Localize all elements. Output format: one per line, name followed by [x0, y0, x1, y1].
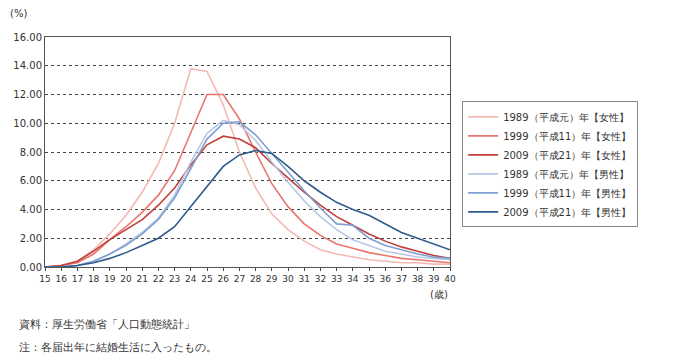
svg-text:40: 40: [444, 274, 456, 284]
svg-text:17: 17: [72, 274, 83, 284]
svg-text:18: 18: [88, 274, 100, 284]
svg-text:30: 30: [282, 274, 294, 284]
svg-text:注：各届出年に結婚生活に入ったもの。: 注：各届出年に結婚生活に入ったもの。: [19, 341, 217, 354]
svg-text:35: 35: [363, 274, 374, 284]
svg-text:37: 37: [396, 274, 407, 284]
svg-text:16.00: 16.00: [13, 32, 42, 43]
svg-text:2009（平成21）年【女性】: 2009（平成21）年【女性】: [503, 150, 631, 161]
svg-text:26: 26: [217, 274, 229, 284]
svg-text:33: 33: [331, 274, 342, 284]
svg-text:1999（平成11）年【女性】: 1999（平成11）年【女性】: [503, 131, 631, 142]
svg-text:19: 19: [104, 274, 116, 284]
svg-text:(歳): (歳): [430, 289, 448, 300]
svg-text:1989（平成元）年【女性】: 1989（平成元）年【女性】: [503, 112, 628, 123]
svg-text:20: 20: [120, 274, 132, 284]
svg-text:1999（平成11）年【男性】: 1999（平成11）年【男性】: [503, 188, 631, 199]
svg-text:22: 22: [153, 274, 164, 284]
svg-text:2009（平成21）年【男性】: 2009（平成21）年【男性】: [503, 207, 631, 218]
svg-text:39: 39: [428, 274, 440, 284]
svg-text:4.00: 4.00: [20, 204, 42, 215]
svg-text:0.00: 0.00: [20, 262, 42, 273]
svg-text:38: 38: [412, 274, 424, 284]
svg-text:8.00: 8.00: [20, 147, 42, 158]
svg-text:36: 36: [379, 274, 391, 284]
svg-text:資料：厚生労働省「人口動態統計」: 資料：厚生労働省「人口動態統計」: [19, 318, 195, 331]
svg-text:15: 15: [39, 274, 50, 284]
svg-text:(%): (%): [10, 8, 27, 19]
svg-text:23: 23: [169, 274, 180, 284]
svg-text:29: 29: [266, 274, 278, 284]
svg-text:1989（平成元）年【男性】: 1989（平成元）年【男性】: [503, 169, 628, 180]
svg-text:25: 25: [201, 274, 212, 284]
svg-text:2.00: 2.00: [20, 233, 42, 244]
svg-text:27: 27: [234, 274, 245, 284]
svg-text:21: 21: [136, 274, 147, 284]
svg-text:6.00: 6.00: [20, 175, 42, 186]
svg-text:34: 34: [347, 274, 359, 284]
svg-text:24: 24: [185, 274, 197, 284]
svg-text:16: 16: [55, 274, 67, 284]
svg-text:14.00: 14.00: [13, 60, 42, 71]
svg-text:12.00: 12.00: [13, 89, 42, 100]
svg-text:31: 31: [298, 274, 309, 284]
svg-text:10.00: 10.00: [13, 118, 42, 129]
svg-text:32: 32: [315, 274, 326, 284]
svg-text:28: 28: [250, 274, 262, 284]
